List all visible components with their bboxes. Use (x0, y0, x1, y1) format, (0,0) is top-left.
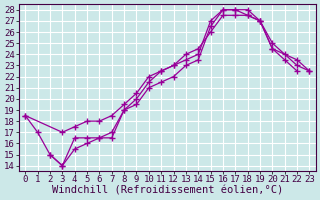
X-axis label: Windchill (Refroidissement éolien,°C): Windchill (Refroidissement éolien,°C) (52, 186, 283, 196)
